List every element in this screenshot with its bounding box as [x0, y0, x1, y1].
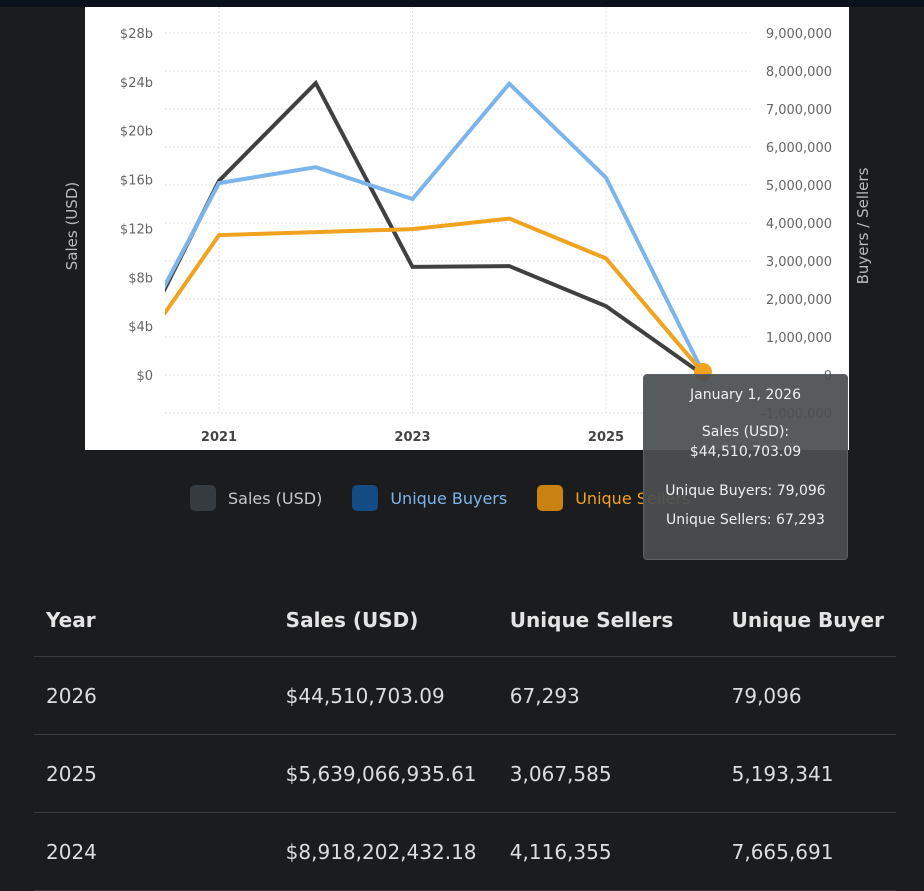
cell-sales: $5,639,066,935.61: [274, 735, 498, 813]
left-tick-label: $4b: [128, 320, 153, 335]
right-tick-label: 4,000,000: [766, 217, 832, 232]
right-tick-label: 2,000,000: [766, 293, 832, 308]
right-tick-label: 7,000,000: [766, 103, 832, 118]
cell-buyers: 5,193,341: [720, 735, 896, 813]
table-header-row: Year Sales (USD) Unique Sellers Unique B…: [34, 584, 896, 657]
left-tick-label: $12b: [120, 222, 153, 237]
cell-buyers: 79,096: [720, 657, 896, 735]
tooltip-buyers: Unique Buyers: 79,096: [644, 481, 847, 501]
left-tick-label: $24b: [120, 76, 153, 91]
legend-swatch: [352, 485, 378, 511]
right-axis-title: Buyers / Sellers: [854, 167, 872, 284]
cell-buyers: 7,665,691: [720, 813, 896, 891]
legend-swatch: [190, 485, 216, 511]
legend-swatch: [537, 485, 563, 511]
cell-year: 2025: [34, 735, 274, 813]
chart-tooltip: January 1, 2026 Sales (USD): $44,510,703…: [643, 374, 848, 560]
tooltip-sales-value: $44,510,703.09: [644, 442, 847, 462]
legend-label: Unique Buyers: [390, 489, 507, 508]
cell-sales: $44,510,703.09: [274, 657, 498, 735]
legend: Sales (USD) Unique Buyers Unique Sellers: [190, 485, 690, 511]
right-tick-label: 6,000,000: [766, 141, 832, 156]
left-tick-label: $16b: [120, 174, 153, 189]
cell-sellers: 3,067,585: [498, 735, 720, 813]
tooltip-date: January 1, 2026: [644, 385, 847, 405]
cell-sales: $8,918,202,432.18: [274, 813, 498, 891]
right-tick-label: 3,000,000: [766, 255, 832, 270]
legend-item-sales[interactable]: Sales (USD): [190, 485, 322, 511]
sales-table: Year Sales (USD) Unique Sellers Unique B…: [34, 584, 896, 891]
tooltip-sellers: Unique Sellers: 67,293: [644, 510, 847, 530]
header-sellers[interactable]: Unique Sellers: [498, 584, 720, 657]
left-tick-label: $20b: [120, 125, 153, 140]
header-buyers[interactable]: Unique Buyer: [720, 584, 896, 657]
legend-label: Sales (USD): [228, 489, 322, 508]
cell-year: 2026: [34, 657, 274, 735]
x-tick-label: 2021: [201, 430, 237, 445]
right-tick-label: 8,000,000: [766, 65, 832, 80]
tooltip-sales-label: Sales (USD):: [644, 422, 847, 442]
left-tick-label: $28b: [120, 27, 153, 42]
legend-item-buyers[interactable]: Unique Buyers: [352, 485, 507, 511]
right-tick-label: 1,000,000: [766, 331, 832, 346]
cell-sellers: 4,116,355: [498, 813, 720, 891]
left-tick-label: $8b: [128, 271, 153, 286]
left-axis-title: Sales (USD): [63, 182, 81, 270]
right-tick-label: 9,000,000: [766, 27, 832, 42]
header-year[interactable]: Year: [34, 584, 274, 657]
cell-year: 2024: [34, 813, 274, 891]
header-sales[interactable]: Sales (USD): [274, 584, 498, 657]
left-tick-label: $0: [136, 369, 153, 384]
x-tick-label: 2023: [394, 430, 430, 445]
right-tick-label: 5,000,000: [766, 179, 832, 194]
x-tick-label: 2025: [588, 430, 624, 445]
cell-sellers: 67,293: [498, 657, 720, 735]
